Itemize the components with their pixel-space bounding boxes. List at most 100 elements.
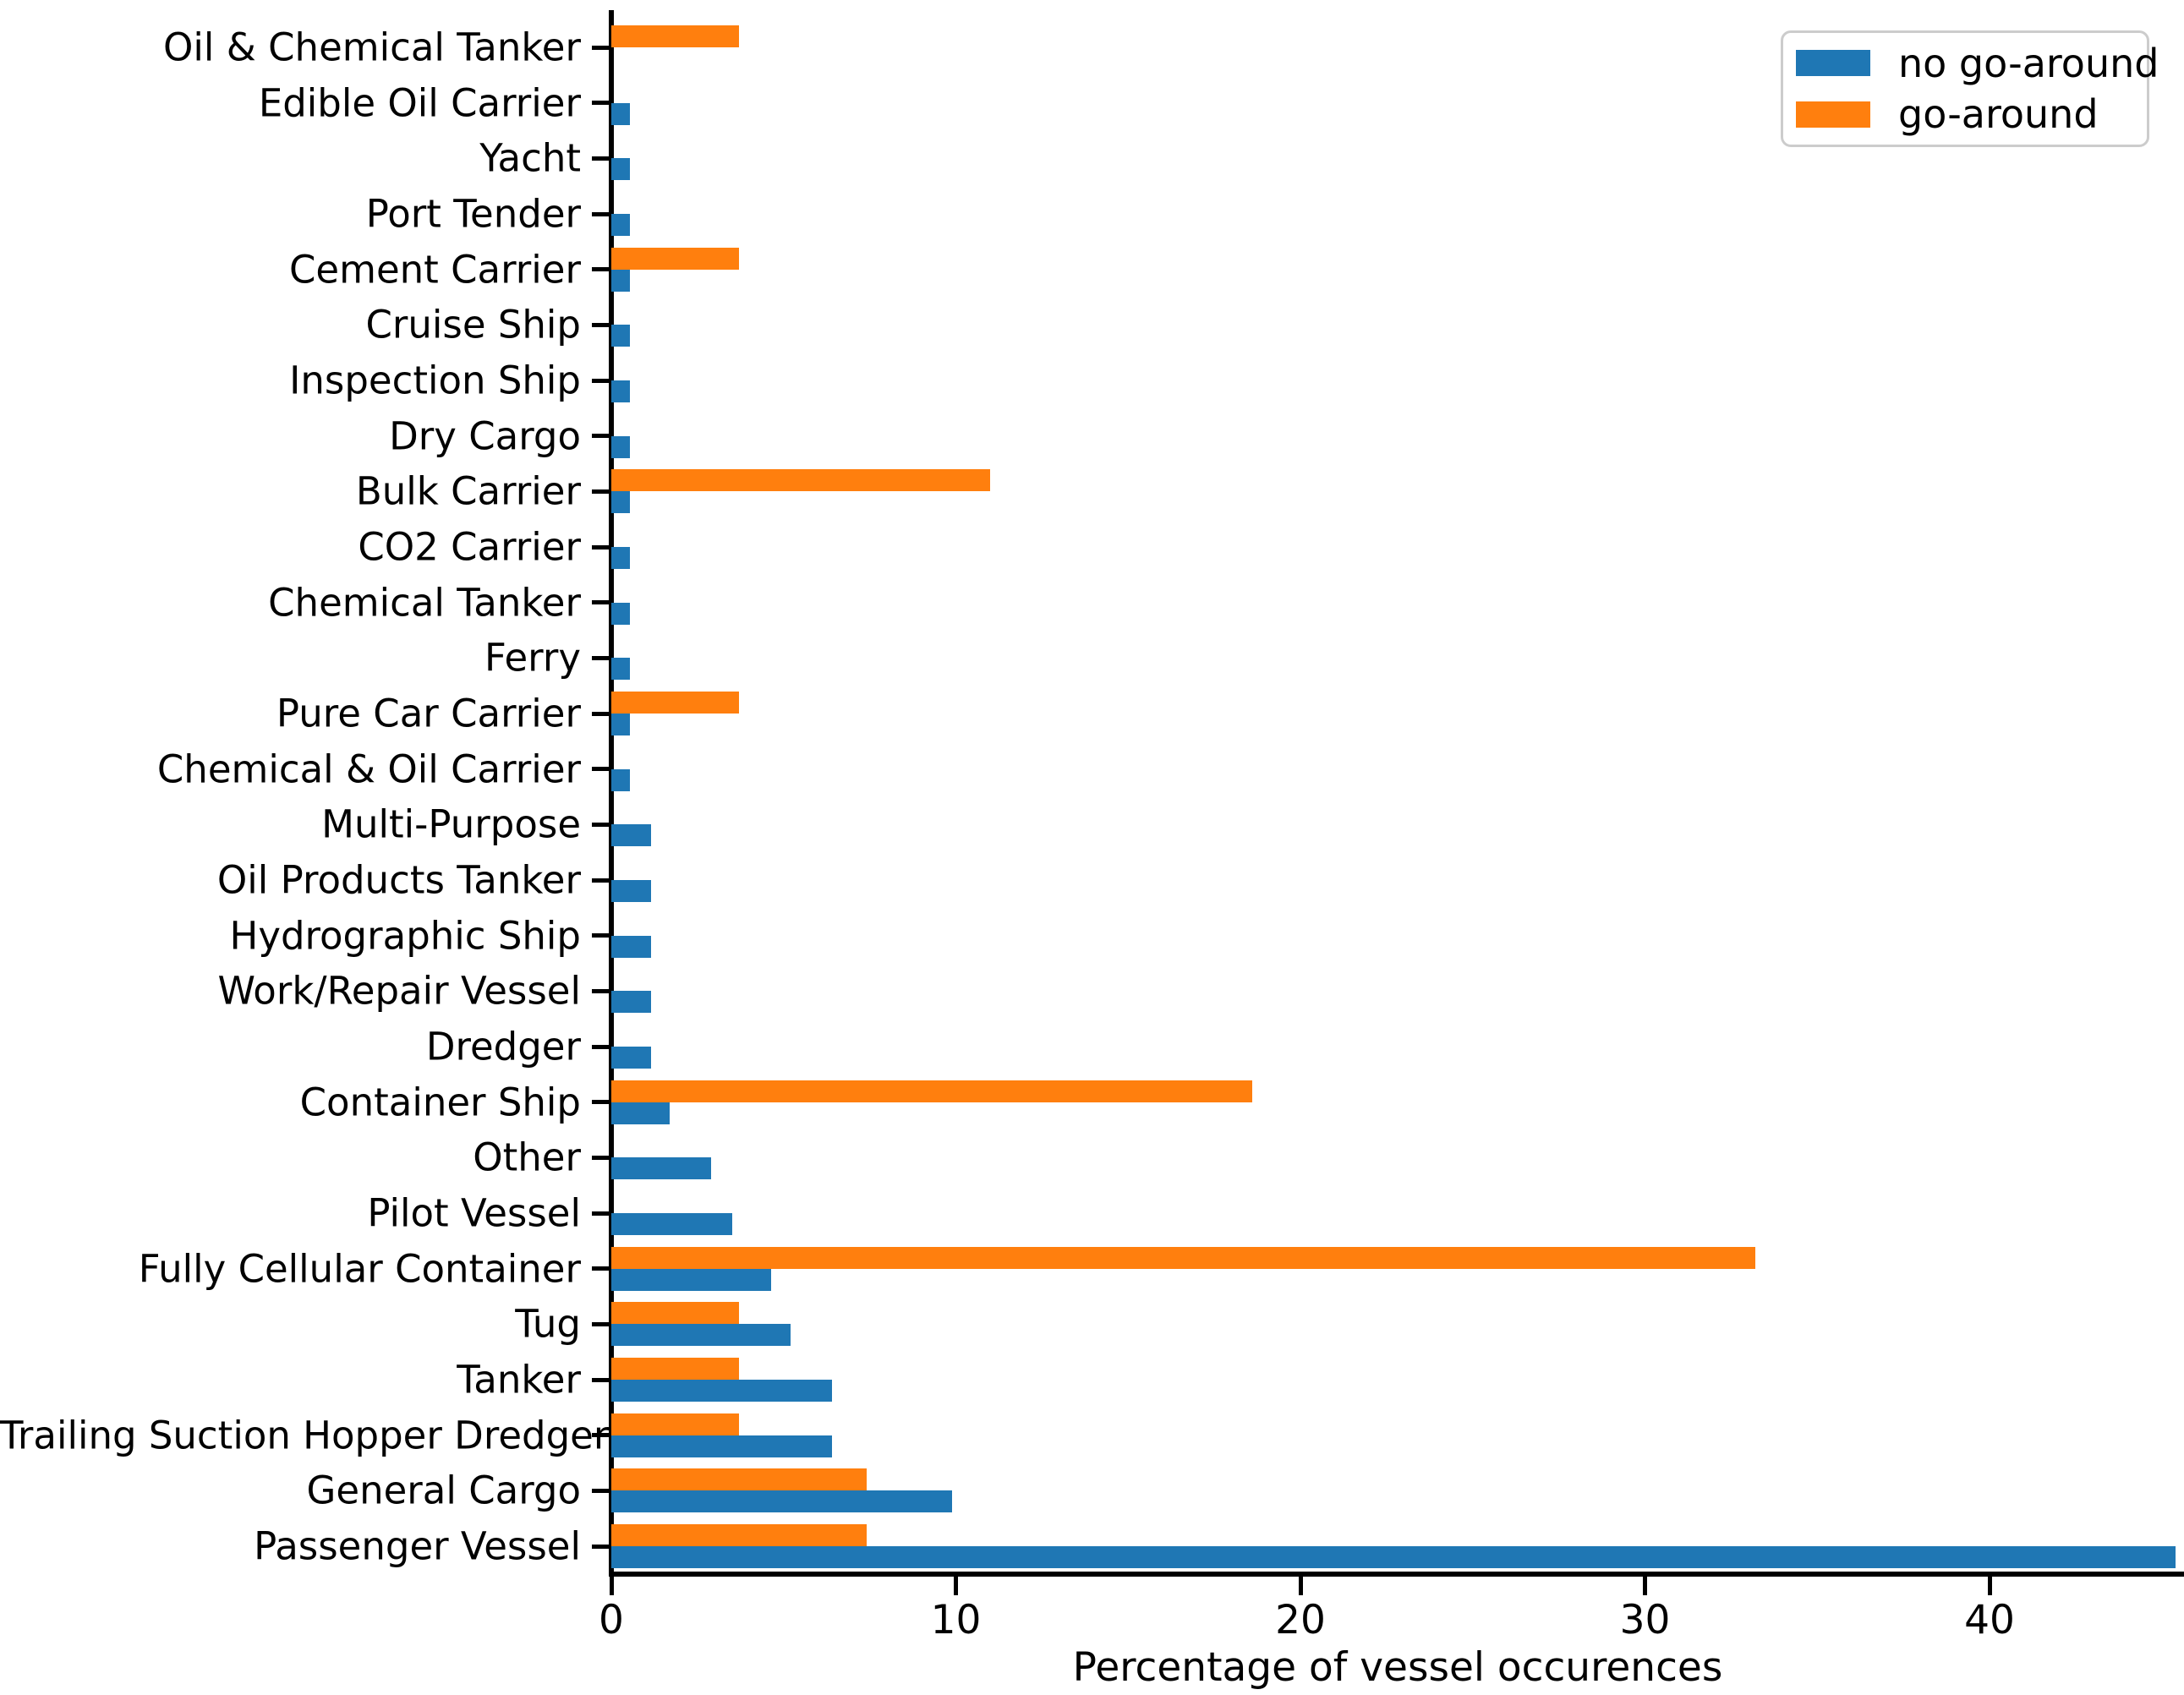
bar-no-go-around — [611, 1268, 772, 1291]
y-tick — [592, 711, 609, 716]
y-tick — [592, 822, 609, 827]
bar-go-around — [611, 692, 739, 714]
bar-no-go-around — [611, 214, 631, 236]
bar-go-around — [611, 1524, 867, 1547]
y-tick — [592, 1488, 609, 1493]
y-tick-label: Other — [473, 1135, 581, 1180]
bar-no-go-around — [611, 1102, 671, 1124]
y-tick — [592, 1377, 609, 1382]
y-tick-label: Passenger Vessel — [254, 1523, 581, 1569]
y-tick-label: Cruise Ship — [365, 302, 581, 347]
x-tick — [1987, 1577, 1992, 1595]
bar-go-around — [611, 1413, 739, 1435]
y-tick-label: Container Ship — [299, 1079, 581, 1124]
y-tick — [592, 1155, 609, 1160]
bar-no-go-around — [611, 435, 631, 458]
y-tick — [592, 1544, 609, 1549]
x-tick-label: 20 — [1275, 1597, 1326, 1643]
y-tick-label: CO2 Carrier — [358, 524, 581, 570]
bar-no-go-around — [611, 547, 631, 570]
y-tick — [592, 933, 609, 938]
bar-no-go-around — [611, 269, 631, 292]
y-tick — [592, 101, 609, 106]
y-tick — [592, 767, 609, 772]
y-tick-label: Port Tender — [365, 191, 581, 237]
bar-no-go-around — [611, 602, 631, 625]
y-tick-label: Fully Cellular Container — [138, 1245, 581, 1291]
y-tick — [592, 878, 609, 883]
y-tick — [592, 1266, 609, 1271]
x-tick — [954, 1577, 958, 1595]
legend-label-no-go-around: no go-around — [1898, 40, 2159, 86]
bar-no-go-around — [611, 1213, 732, 1236]
y-tick — [592, 1321, 609, 1326]
bar-no-go-around — [611, 491, 631, 514]
bar-no-go-around — [611, 380, 631, 403]
y-tick — [592, 156, 609, 161]
y-tick-label: Tanker — [457, 1357, 581, 1402]
y-tick — [592, 1044, 609, 1049]
legend-item-no-go-around: no go-around — [1783, 41, 2159, 86]
bar-go-around — [611, 25, 739, 47]
x-axis-title: Percentage of vessel occurences — [1072, 1644, 1723, 1691]
bar-go-around — [611, 247, 739, 270]
y-tick-label: Tug — [515, 1301, 581, 1347]
x-tick-label: 0 — [599, 1597, 624, 1643]
y-tick — [592, 1433, 609, 1438]
bar-no-go-around — [611, 1546, 2176, 1569]
legend-item-go-around: go-around — [1783, 91, 2147, 137]
bar-go-around — [611, 1246, 1755, 1269]
y-tick — [592, 211, 609, 216]
bar-no-go-around — [611, 991, 651, 1014]
legend-label-go-around: go-around — [1898, 91, 2099, 138]
y-tick-label: Oil Products Tanker — [216, 857, 581, 903]
y-tick — [592, 655, 609, 660]
x-tick — [609, 1577, 614, 1595]
legend-swatch-no-go-around — [1796, 50, 1870, 77]
bar-no-go-around — [611, 1435, 832, 1457]
bar-go-around — [611, 1358, 739, 1381]
y-tick — [592, 267, 609, 272]
y-tick — [592, 489, 609, 494]
y-axis-spine — [609, 10, 614, 1577]
y-tick-label: Ferry — [484, 635, 581, 681]
bar-no-go-around — [611, 880, 651, 903]
bar-no-go-around — [611, 824, 651, 847]
bar-go-around — [611, 1080, 1252, 1102]
bar-no-go-around — [611, 158, 631, 181]
y-tick — [592, 322, 609, 327]
bar-no-go-around — [611, 935, 651, 958]
bar-no-go-around — [611, 1490, 953, 1513]
bar-no-go-around — [611, 1380, 832, 1402]
y-tick — [592, 600, 609, 605]
y-tick-label: Chemical Tanker — [268, 579, 581, 625]
y-tick-label: Pilot Vessel — [367, 1190, 581, 1236]
bar-no-go-around — [611, 325, 631, 347]
x-tick-label: 40 — [1964, 1597, 2015, 1643]
y-tick-label: Oil & Chemical Tanker — [163, 25, 581, 70]
y-tick — [592, 1100, 609, 1105]
y-tick — [592, 378, 609, 383]
y-tick-label: Dredger — [425, 1024, 581, 1069]
y-tick-label: Hydrographic Ship — [229, 912, 581, 958]
bar-go-around — [611, 469, 991, 492]
bar-no-go-around — [611, 1157, 712, 1180]
y-tick-label: Dry Cargo — [389, 413, 581, 458]
bar-no-go-around — [611, 1324, 791, 1347]
x-tick-label: 30 — [1619, 1597, 1671, 1643]
bar-no-go-around — [611, 714, 631, 736]
y-tick — [592, 544, 609, 550]
legend-swatch-go-around — [1796, 101, 1870, 128]
y-tick-label: General Cargo — [306, 1468, 581, 1513]
x-axis-spine — [609, 1572, 2184, 1577]
y-tick-label: Cement Carrier — [289, 246, 581, 292]
x-tick — [1298, 1577, 1303, 1595]
y-tick — [592, 45, 609, 50]
y-tick-label: Trailing Suction Hopper Dredger — [0, 1413, 610, 1457]
bar-no-go-around — [611, 768, 631, 791]
y-tick-label: Chemical & Oil Carrier — [156, 746, 581, 791]
bar-go-around — [611, 1468, 867, 1491]
y-tick-label: Inspection Ship — [289, 358, 581, 403]
bar-go-around — [611, 1302, 739, 1325]
y-tick-label: Edible Oil Carrier — [258, 79, 581, 125]
